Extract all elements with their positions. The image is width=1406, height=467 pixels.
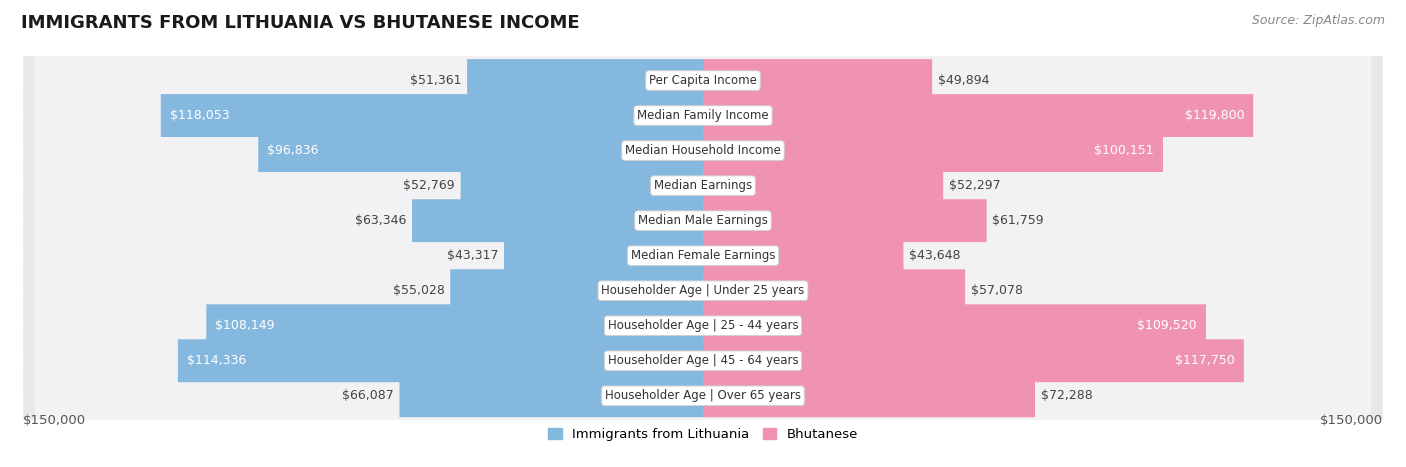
Text: Median Female Earnings: Median Female Earnings (631, 249, 775, 262)
FancyBboxPatch shape (461, 164, 703, 207)
FancyBboxPatch shape (24, 121, 1382, 180)
Text: $100,151: $100,151 (1094, 144, 1154, 157)
FancyBboxPatch shape (703, 304, 1206, 347)
FancyBboxPatch shape (35, 297, 1371, 354)
FancyBboxPatch shape (35, 192, 1371, 249)
FancyBboxPatch shape (24, 51, 1382, 110)
FancyBboxPatch shape (160, 94, 703, 137)
FancyBboxPatch shape (35, 262, 1371, 319)
FancyBboxPatch shape (703, 94, 1253, 137)
FancyBboxPatch shape (179, 340, 703, 382)
FancyBboxPatch shape (399, 375, 703, 417)
Text: $51,361: $51,361 (411, 74, 461, 87)
Text: Source: ZipAtlas.com: Source: ZipAtlas.com (1251, 14, 1385, 27)
Text: $43,317: $43,317 (447, 249, 499, 262)
Text: $114,336: $114,336 (187, 354, 246, 367)
FancyBboxPatch shape (703, 269, 965, 312)
Text: Householder Age | 45 - 64 years: Householder Age | 45 - 64 years (607, 354, 799, 367)
Text: $66,087: $66,087 (342, 389, 394, 402)
FancyBboxPatch shape (35, 52, 1371, 109)
FancyBboxPatch shape (35, 87, 1371, 144)
Text: $150,000: $150,000 (24, 414, 86, 427)
Text: $57,078: $57,078 (970, 284, 1022, 297)
Text: $118,053: $118,053 (170, 109, 229, 122)
Text: $72,288: $72,288 (1040, 389, 1092, 402)
Text: $96,836: $96,836 (267, 144, 319, 157)
Text: Householder Age | Over 65 years: Householder Age | Over 65 years (605, 389, 801, 402)
FancyBboxPatch shape (35, 367, 1371, 425)
Text: $61,759: $61,759 (993, 214, 1043, 227)
FancyBboxPatch shape (259, 129, 703, 172)
Text: $55,028: $55,028 (392, 284, 444, 297)
Text: $117,750: $117,750 (1175, 354, 1234, 367)
Text: $108,149: $108,149 (215, 319, 274, 332)
FancyBboxPatch shape (35, 227, 1371, 284)
Text: $49,894: $49,894 (938, 74, 990, 87)
FancyBboxPatch shape (703, 164, 943, 207)
FancyBboxPatch shape (35, 157, 1371, 214)
Text: IMMIGRANTS FROM LITHUANIA VS BHUTANESE INCOME: IMMIGRANTS FROM LITHUANIA VS BHUTANESE I… (21, 14, 579, 32)
FancyBboxPatch shape (703, 199, 987, 242)
Text: $52,769: $52,769 (404, 179, 456, 192)
FancyBboxPatch shape (503, 234, 703, 277)
Text: $63,346: $63,346 (356, 214, 406, 227)
FancyBboxPatch shape (703, 129, 1163, 172)
Text: Householder Age | Under 25 years: Householder Age | Under 25 years (602, 284, 804, 297)
FancyBboxPatch shape (24, 156, 1382, 215)
Text: Householder Age | 25 - 44 years: Householder Age | 25 - 44 years (607, 319, 799, 332)
FancyBboxPatch shape (703, 59, 932, 102)
FancyBboxPatch shape (24, 296, 1382, 355)
FancyBboxPatch shape (450, 269, 703, 312)
FancyBboxPatch shape (412, 199, 703, 242)
FancyBboxPatch shape (24, 226, 1382, 285)
FancyBboxPatch shape (24, 191, 1382, 250)
FancyBboxPatch shape (703, 375, 1035, 417)
FancyBboxPatch shape (467, 59, 703, 102)
Text: Median Male Earnings: Median Male Earnings (638, 214, 768, 227)
Text: Median Family Income: Median Family Income (637, 109, 769, 122)
FancyBboxPatch shape (703, 340, 1244, 382)
Text: $52,297: $52,297 (949, 179, 1000, 192)
Legend: Immigrants from Lithuania, Bhutanese: Immigrants from Lithuania, Bhutanese (543, 423, 863, 446)
Text: Median Household Income: Median Household Income (626, 144, 780, 157)
FancyBboxPatch shape (24, 366, 1382, 425)
FancyBboxPatch shape (24, 331, 1382, 390)
FancyBboxPatch shape (35, 332, 1371, 389)
Text: Median Earnings: Median Earnings (654, 179, 752, 192)
FancyBboxPatch shape (207, 304, 703, 347)
FancyBboxPatch shape (703, 234, 904, 277)
Text: $150,000: $150,000 (1320, 414, 1382, 427)
FancyBboxPatch shape (24, 261, 1382, 320)
Text: $43,648: $43,648 (910, 249, 960, 262)
FancyBboxPatch shape (24, 86, 1382, 145)
Text: $119,800: $119,800 (1185, 109, 1244, 122)
Text: Per Capita Income: Per Capita Income (650, 74, 756, 87)
FancyBboxPatch shape (35, 122, 1371, 179)
Text: $109,520: $109,520 (1137, 319, 1197, 332)
